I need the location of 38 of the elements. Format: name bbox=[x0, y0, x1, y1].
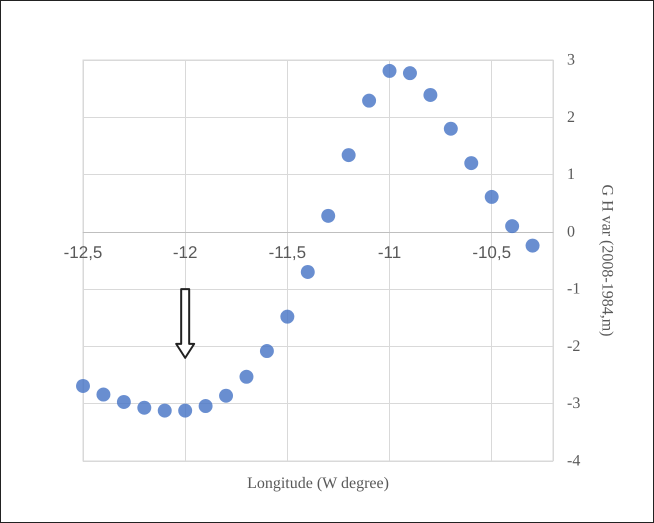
x-axis-title: Longitude (W degree) bbox=[246, 475, 390, 493]
point bbox=[321, 208, 336, 223]
point bbox=[137, 400, 152, 415]
point bbox=[178, 404, 192, 418]
point bbox=[260, 344, 274, 358]
y-tick-label: 0 bbox=[567, 223, 575, 240]
point bbox=[342, 148, 356, 162]
x-tick-label: -11 bbox=[378, 242, 402, 262]
point bbox=[423, 88, 438, 102]
point bbox=[116, 395, 131, 409]
point bbox=[96, 388, 110, 402]
y-axis-title: G H var (2008-1984,m) bbox=[598, 184, 616, 336]
point bbox=[280, 310, 294, 324]
point bbox=[76, 378, 90, 393]
y-tick-label: -3 bbox=[567, 395, 580, 412]
point bbox=[362, 94, 376, 108]
x-tick-label: -10,5 bbox=[472, 242, 512, 262]
x-tick-label: -12 bbox=[172, 242, 198, 262]
point bbox=[219, 388, 234, 403]
point bbox=[402, 66, 417, 80]
point bbox=[198, 399, 213, 413]
point bbox=[158, 404, 172, 418]
point bbox=[382, 64, 397, 78]
point bbox=[239, 370, 254, 384]
y-tick-label: 2 bbox=[567, 108, 575, 126]
point bbox=[444, 122, 458, 136]
x-tick-label: -11,5 bbox=[268, 242, 306, 262]
y-tick-label: -1 bbox=[567, 280, 580, 298]
y-tick-label: 3 bbox=[567, 52, 575, 68]
y-tick-label: 1 bbox=[567, 166, 575, 184]
point bbox=[484, 190, 499, 204]
x-tick-label: -12,5 bbox=[64, 242, 102, 262]
point bbox=[526, 238, 540, 253]
point bbox=[505, 219, 520, 234]
point bbox=[300, 264, 315, 279]
y-tick-label: -4 bbox=[567, 452, 580, 470]
point bbox=[464, 156, 478, 170]
y-tick-label: -2 bbox=[567, 338, 580, 355]
